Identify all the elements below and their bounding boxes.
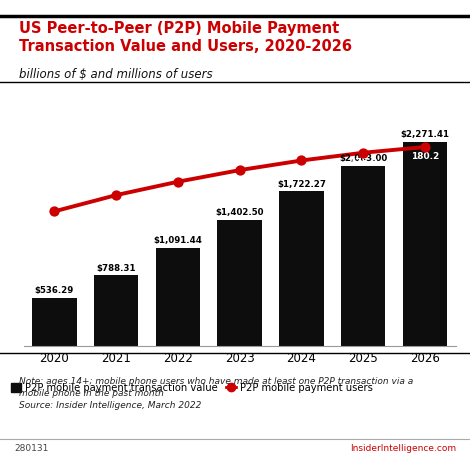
Legend: P2P mobile payment transaction value, P2P mobile payment users: P2P mobile payment transaction value, P2… (11, 383, 373, 393)
Text: 159.3: 159.3 (226, 176, 254, 184)
Text: $2,003.00: $2,003.00 (339, 154, 387, 163)
Point (51, 208, 58, 215)
Text: 180.2: 180.2 (411, 153, 439, 161)
Bar (279, 191, 324, 346)
Text: $1,722.27: $1,722.27 (277, 180, 326, 189)
Text: 280131: 280131 (14, 444, 48, 453)
Bar (32, 298, 77, 346)
Text: InsiderIntelligence.com: InsiderIntelligence.com (350, 444, 456, 453)
Bar (156, 248, 200, 346)
Point (236, 166, 243, 174)
Text: billions of $ and millions of users: billions of $ and millions of users (19, 68, 212, 81)
Text: $2,271.41: $2,271.41 (400, 130, 449, 139)
Point (174, 178, 182, 185)
Text: 136.7: 136.7 (102, 200, 130, 210)
Text: 122.0: 122.0 (40, 217, 69, 226)
Text: US Peer-to-Peer (P2P) Mobile Payment
Transaction Value and Users, 2020-2026: US Peer-to-Peer (P2P) Mobile Payment Tra… (19, 21, 352, 54)
Text: 168.0: 168.0 (287, 166, 315, 175)
Point (360, 149, 367, 156)
Text: $536.29: $536.29 (35, 286, 74, 295)
Point (298, 157, 305, 164)
Text: 148.8: 148.8 (164, 187, 192, 196)
Bar (403, 142, 447, 346)
Text: $1,402.50: $1,402.50 (215, 208, 264, 217)
Text: 175.0: 175.0 (349, 158, 377, 167)
Point (421, 143, 429, 151)
Text: $788.31: $788.31 (96, 264, 136, 273)
Bar (94, 275, 138, 346)
Text: $1,091.44: $1,091.44 (154, 236, 203, 245)
Bar (218, 220, 262, 346)
Bar (341, 166, 385, 346)
Point (112, 191, 120, 199)
Text: Note: ages 14+; mobile phone users who have made at least one P2P transaction vi: Note: ages 14+; mobile phone users who h… (19, 377, 413, 410)
